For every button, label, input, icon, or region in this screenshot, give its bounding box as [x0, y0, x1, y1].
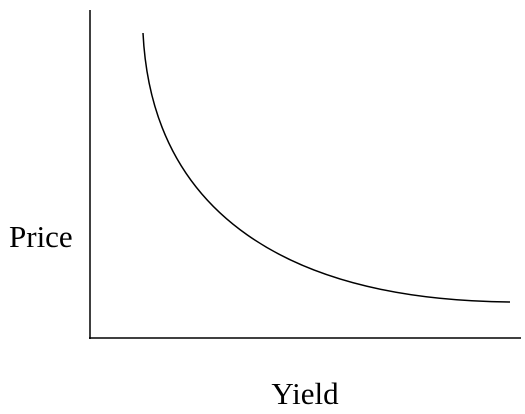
x-axis-label: Yield [271, 376, 339, 411]
y-axis-label: Price [9, 219, 73, 254]
price-yield-curve [142, 32, 511, 303]
